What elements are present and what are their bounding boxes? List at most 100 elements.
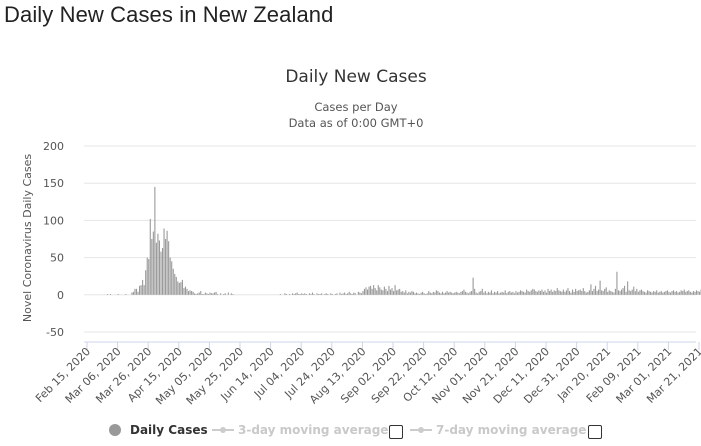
- bar[interactable]: [394, 285, 396, 295]
- bar[interactable]: [451, 292, 453, 295]
- bar[interactable]: [454, 292, 456, 295]
- bar[interactable]: [163, 228, 165, 295]
- bar[interactable]: [412, 291, 414, 295]
- bar[interactable]: [419, 294, 421, 295]
- bar[interactable]: [523, 291, 525, 295]
- bar[interactable]: [148, 259, 150, 295]
- bar[interactable]: [498, 293, 500, 295]
- bar[interactable]: [189, 290, 191, 295]
- bar[interactable]: [613, 292, 615, 295]
- bar[interactable]: [650, 291, 652, 295]
- bar[interactable]: [546, 292, 548, 295]
- bar[interactable]: [204, 292, 206, 295]
- bar[interactable]: [553, 290, 555, 295]
- bar[interactable]: [471, 291, 473, 295]
- bar[interactable]: [191, 291, 193, 295]
- bar[interactable]: [420, 292, 422, 295]
- bar[interactable]: [539, 291, 541, 295]
- bar[interactable]: [676, 291, 678, 295]
- bar[interactable]: [601, 290, 603, 295]
- bar[interactable]: [117, 294, 119, 295]
- bar[interactable]: [492, 293, 494, 295]
- bar[interactable]: [232, 294, 234, 295]
- bar[interactable]: [411, 291, 413, 295]
- bar[interactable]: [549, 291, 551, 295]
- bar[interactable]: [622, 288, 624, 295]
- bar[interactable]: [345, 294, 347, 295]
- bar[interactable]: [197, 293, 199, 295]
- bar[interactable]: [504, 290, 506, 295]
- bar[interactable]: [562, 289, 564, 295]
- bar[interactable]: [478, 291, 480, 295]
- bar[interactable]: [489, 292, 491, 295]
- bar[interactable]: [669, 292, 672, 295]
- bar[interactable]: [542, 291, 545, 295]
- bar[interactable]: [165, 239, 167, 295]
- bar[interactable]: [342, 293, 344, 295]
- bar[interactable]: [575, 288, 577, 295]
- bar[interactable]: [598, 289, 600, 295]
- bar[interactable]: [230, 293, 232, 295]
- bar[interactable]: [224, 293, 226, 295]
- bar[interactable]: [319, 294, 321, 295]
- bar[interactable]: [210, 293, 213, 295]
- bar[interactable]: [570, 292, 572, 295]
- bar[interactable]: [564, 291, 566, 295]
- bar[interactable]: [614, 288, 616, 295]
- bar[interactable]: [668, 291, 670, 295]
- bar[interactable]: [568, 291, 571, 295]
- bar[interactable]: [460, 291, 462, 295]
- bar[interactable]: [448, 292, 450, 295]
- bar[interactable]: [174, 273, 176, 295]
- bar[interactable]: [616, 271, 618, 295]
- bar[interactable]: [212, 293, 214, 295]
- bar[interactable]: [414, 293, 416, 295]
- bar[interactable]: [486, 293, 488, 295]
- bar[interactable]: [184, 286, 187, 295]
- bar[interactable]: [461, 291, 463, 295]
- bar[interactable]: [425, 294, 427, 295]
- bar[interactable]: [137, 291, 139, 295]
- bar[interactable]: [374, 288, 376, 295]
- bar[interactable]: [472, 277, 474, 295]
- bar[interactable]: [689, 291, 691, 295]
- bar[interactable]: [646, 290, 649, 295]
- bar[interactable]: [590, 284, 592, 295]
- bar[interactable]: [477, 293, 479, 295]
- bar[interactable]: [279, 294, 281, 295]
- bar[interactable]: [624, 285, 626, 295]
- bar[interactable]: [627, 281, 629, 295]
- bar[interactable]: [200, 291, 202, 295]
- bar[interactable]: [299, 294, 301, 295]
- bar[interactable]: [610, 291, 612, 295]
- bar[interactable]: [593, 288, 595, 295]
- legend-item-3day-average[interactable]: 3-day moving average: [212, 420, 388, 440]
- bar[interactable]: [572, 289, 574, 295]
- bar[interactable]: [480, 291, 482, 295]
- bar[interactable]: [203, 294, 205, 295]
- bar[interactable]: [434, 292, 436, 295]
- bar[interactable]: [363, 288, 366, 295]
- bar[interactable]: [142, 279, 144, 295]
- bar[interactable]: [634, 291, 636, 295]
- bar[interactable]: [383, 286, 385, 295]
- bar[interactable]: [437, 291, 439, 295]
- bar-series-daily-cases[interactable]: [106, 186, 701, 295]
- bar[interactable]: [376, 290, 378, 295]
- bar[interactable]: [653, 291, 655, 295]
- bar[interactable]: [288, 294, 291, 295]
- bar[interactable]: [463, 289, 465, 295]
- bar[interactable]: [656, 290, 658, 295]
- bar[interactable]: [596, 291, 598, 295]
- bar[interactable]: [431, 293, 433, 295]
- bar[interactable]: [432, 291, 434, 295]
- bar[interactable]: [213, 292, 216, 295]
- bar[interactable]: [493, 291, 496, 295]
- bar[interactable]: [484, 291, 486, 295]
- bar[interactable]: [516, 292, 519, 295]
- bar[interactable]: [608, 290, 610, 295]
- bar[interactable]: [402, 291, 404, 295]
- bar[interactable]: [691, 292, 693, 295]
- bar[interactable]: [132, 291, 134, 295]
- bar[interactable]: [195, 294, 197, 295]
